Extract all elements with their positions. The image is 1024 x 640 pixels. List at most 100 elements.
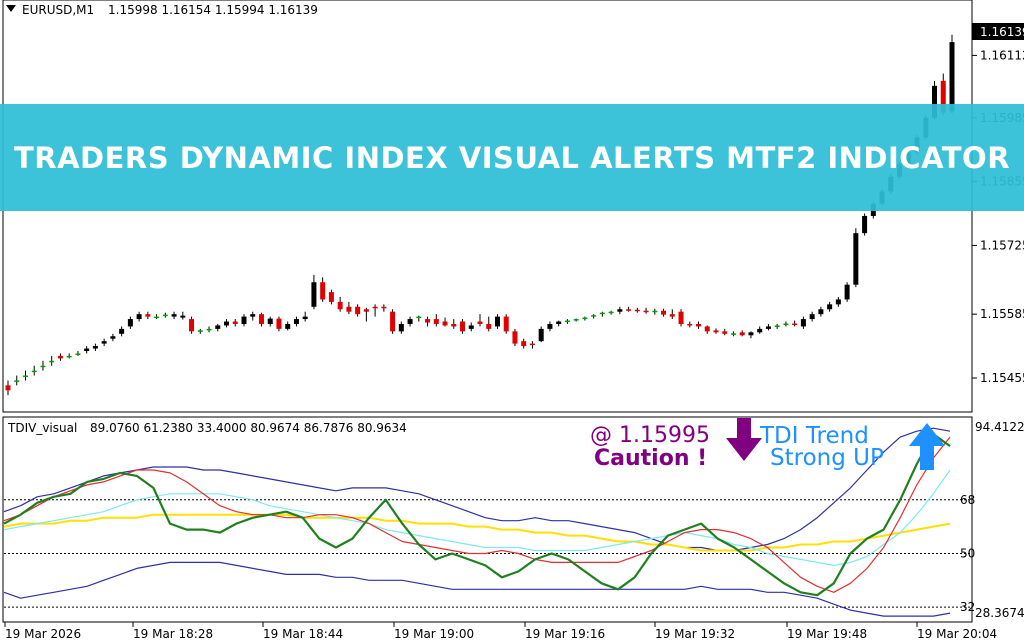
candle xyxy=(722,328,728,336)
candle xyxy=(180,311,186,320)
candle xyxy=(538,326,544,343)
candle xyxy=(127,316,133,329)
price-tick-label: 1.15455 xyxy=(980,371,1024,385)
candle xyxy=(783,321,789,327)
series-upper_band xyxy=(3,427,951,552)
candle xyxy=(224,319,230,328)
candle xyxy=(40,360,46,371)
candle xyxy=(119,326,125,337)
candle xyxy=(328,289,334,305)
candle xyxy=(669,309,675,320)
series-lower_band xyxy=(3,561,951,617)
candle xyxy=(276,316,282,332)
candle xyxy=(14,375,20,386)
time-tick-label: 19 Mar 19:48 xyxy=(787,627,867,640)
candle xyxy=(425,316,431,327)
candle xyxy=(381,304,387,312)
candle xyxy=(617,306,623,315)
down-arrow-icon xyxy=(726,418,762,461)
candle xyxy=(22,370,28,381)
candle xyxy=(311,274,317,310)
candle xyxy=(460,319,466,334)
candle xyxy=(853,228,859,288)
candle xyxy=(608,310,614,315)
candle xyxy=(809,311,815,322)
candle xyxy=(468,322,474,332)
candle xyxy=(110,333,116,342)
candle xyxy=(687,321,693,328)
candle xyxy=(757,326,763,334)
candle xyxy=(337,296,343,312)
candle xyxy=(844,282,850,302)
candle xyxy=(564,319,570,324)
candle xyxy=(643,307,649,314)
candle xyxy=(774,323,780,329)
candle xyxy=(704,325,710,334)
symbol-label: EURUSD,M1 xyxy=(22,3,94,17)
price-axis: 1.161121.159851.158551.157251.155851.154… xyxy=(972,48,1024,385)
candle xyxy=(285,321,291,331)
collapse-triangle-icon[interactable] xyxy=(6,5,16,12)
time-tick-label: 19 Mar 19:16 xyxy=(525,627,605,640)
candle xyxy=(346,301,352,315)
price-tick-label: 1.15585 xyxy=(980,307,1024,321)
candle xyxy=(75,350,81,356)
candle xyxy=(215,323,221,332)
time-tick-label: 19 Mar 19:00 xyxy=(394,627,474,640)
level-label: 32 xyxy=(960,600,975,614)
candle xyxy=(206,326,212,333)
ohlc-label: 1.15998 1.16154 1.15994 1.16139 xyxy=(108,3,318,17)
candle xyxy=(5,380,11,396)
candle xyxy=(862,213,868,236)
alert-price-text: @ 1.15995 xyxy=(590,423,710,448)
candle xyxy=(84,346,90,354)
candle xyxy=(678,309,684,327)
level-label: 68 xyxy=(960,493,975,507)
candle xyxy=(390,309,396,334)
candle xyxy=(162,312,168,318)
candle xyxy=(634,307,640,313)
time-tick-label: 19 Mar 19:32 xyxy=(655,627,735,640)
candle xyxy=(355,304,361,317)
candle xyxy=(599,311,605,317)
indicator-max-label: 94.4122 xyxy=(975,420,1024,434)
candle xyxy=(486,316,492,332)
up-arrow-icon xyxy=(909,423,945,470)
candle xyxy=(652,308,658,315)
candle xyxy=(730,331,736,337)
candle xyxy=(800,316,806,329)
candle xyxy=(145,311,151,320)
candle xyxy=(739,330,745,337)
candle xyxy=(582,316,588,321)
series-rsi xyxy=(3,433,951,597)
series-signal_mid xyxy=(3,469,951,567)
candle xyxy=(372,304,378,317)
banner-title: TRADERS DYNAMIC INDEX VISUAL ALERTS MTF2… xyxy=(13,140,1011,175)
candle xyxy=(49,355,55,366)
time-tick-label: 19 Mar 18:44 xyxy=(263,627,343,640)
candle xyxy=(31,365,37,376)
candle xyxy=(293,316,299,327)
candle xyxy=(101,338,107,347)
candle xyxy=(521,338,527,349)
time-axis: 19 Mar 2026 19 Mar 18:28 19 Mar 18:44 19 Ma… xyxy=(4,622,997,640)
candle xyxy=(573,318,579,322)
indicator-name-label: TDIV_visual xyxy=(7,421,77,435)
candle xyxy=(696,321,702,329)
candle xyxy=(818,306,824,317)
candle xyxy=(433,314,439,327)
level-label: 50 xyxy=(960,546,975,560)
candle xyxy=(363,307,369,322)
candle xyxy=(92,343,98,351)
candle xyxy=(232,319,238,327)
current-price-marker xyxy=(972,23,1024,40)
candle xyxy=(66,353,72,359)
candle xyxy=(512,328,518,347)
candle xyxy=(189,316,195,334)
candle xyxy=(320,277,326,302)
indicator-series xyxy=(3,427,951,617)
candle xyxy=(171,311,177,320)
candle xyxy=(197,328,203,334)
indicator-panel-frame xyxy=(2,416,973,623)
price-tick-label: 1.15725 xyxy=(980,238,1024,252)
